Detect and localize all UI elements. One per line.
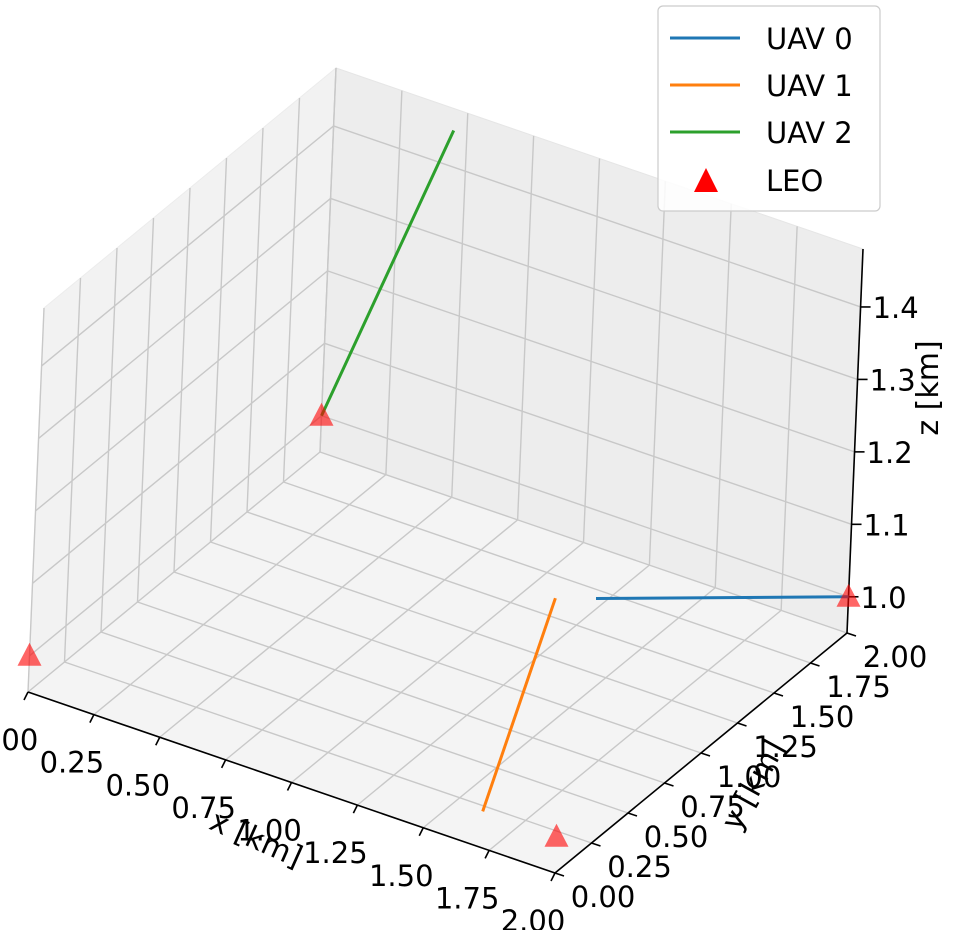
x-tick bbox=[419, 828, 423, 836]
series-line-uav-0 bbox=[596, 597, 849, 599]
legend: UAV 0 UAV 1 UAV 2 LEO bbox=[658, 6, 880, 211]
legend-label-leo: LEO bbox=[766, 164, 823, 198]
z-tick-label: 1.1 bbox=[864, 508, 910, 542]
z-tick-label: 1.3 bbox=[870, 363, 916, 397]
x-tick bbox=[485, 850, 489, 858]
y-tick-label: 2.00 bbox=[863, 640, 928, 674]
x-tick bbox=[551, 873, 555, 881]
x-tick bbox=[24, 692, 28, 700]
y-tick-label: 1.75 bbox=[826, 670, 891, 704]
x-tick-label: 1.50 bbox=[369, 859, 434, 893]
y-tick bbox=[847, 633, 856, 636]
y-tick bbox=[738, 723, 747, 726]
x-tick-label: 0.50 bbox=[105, 768, 170, 802]
x-tick-label: 0.25 bbox=[40, 746, 105, 780]
y-tick bbox=[665, 783, 674, 786]
legend-label-uav-1: UAV 1 bbox=[766, 69, 853, 103]
y-tick bbox=[555, 873, 564, 876]
y-tick bbox=[701, 753, 710, 756]
x-tick-label: 1.25 bbox=[303, 836, 368, 870]
z-axis-label: z [km] bbox=[911, 340, 946, 435]
legend-label-uav-2: UAV 2 bbox=[766, 116, 853, 150]
x-tick bbox=[288, 783, 292, 791]
x-tick-label: 0.00 bbox=[0, 723, 38, 757]
y-tick bbox=[592, 843, 601, 846]
x-tick bbox=[90, 715, 94, 723]
z-tick-label: 1.0 bbox=[861, 581, 907, 615]
x-tick-label: 1.75 bbox=[435, 881, 500, 915]
y-tick-label: 0.50 bbox=[644, 820, 709, 854]
y-tick bbox=[811, 663, 820, 666]
y-tick-label: 0.25 bbox=[607, 850, 672, 884]
y-tick-label: 1.50 bbox=[790, 700, 855, 734]
legend-label-uav-0: UAV 0 bbox=[766, 22, 853, 56]
z-tick-label: 1.2 bbox=[867, 436, 913, 470]
y-tick bbox=[628, 813, 637, 816]
x-tick bbox=[156, 737, 160, 745]
x-tick bbox=[222, 760, 226, 768]
x-tick-label: 2.00 bbox=[501, 904, 566, 930]
y-tick bbox=[774, 693, 783, 696]
y-tick-label: 0.00 bbox=[571, 880, 636, 914]
z-tick-label: 1.4 bbox=[873, 291, 919, 325]
x-tick bbox=[353, 805, 357, 813]
